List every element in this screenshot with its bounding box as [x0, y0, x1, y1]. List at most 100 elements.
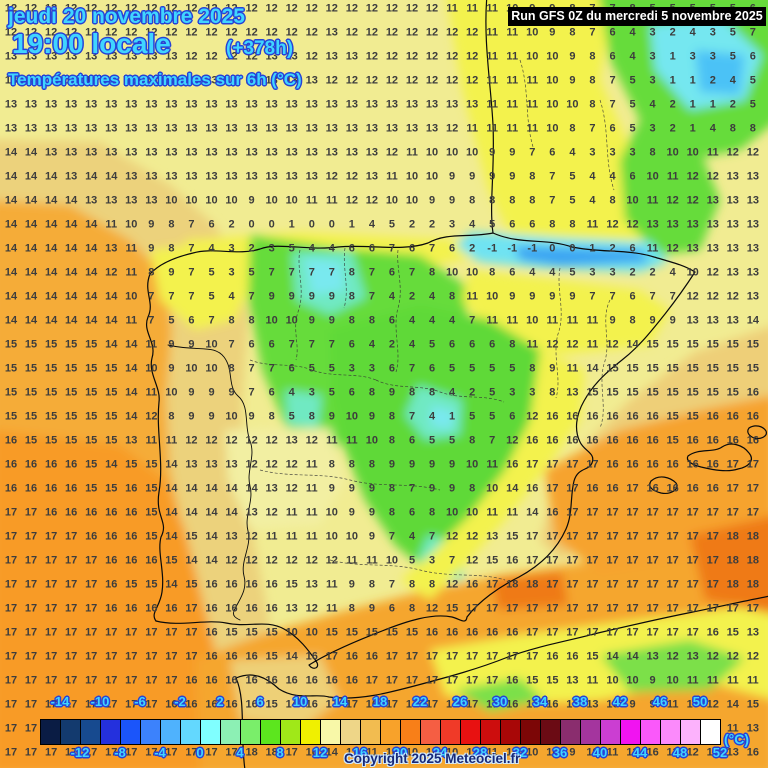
grid-value: 13	[145, 74, 158, 87]
grid-value: 3	[268, 242, 275, 255]
grid-value: 9	[629, 698, 636, 711]
grid-value: 2	[469, 242, 476, 255]
grid-value: 16	[606, 410, 619, 423]
grid-value: 10	[305, 626, 318, 639]
grid-value: 12	[445, 122, 459, 135]
grid-value: 16	[225, 578, 238, 591]
grid-value: 14	[24, 194, 38, 207]
grid-value: 10	[506, 746, 519, 759]
scale-label-bottom: 0	[196, 745, 204, 760]
grid-value: 9	[509, 170, 516, 183]
grid-value: 13	[706, 314, 719, 327]
grid-value: 17	[44, 626, 58, 639]
grid-value: 13	[225, 170, 238, 183]
grid-value: 15	[145, 458, 158, 471]
grid-value: 4	[609, 170, 616, 183]
grid-value: 7	[188, 290, 195, 303]
scale-swatch	[100, 719, 121, 745]
grid-value: 5	[408, 554, 416, 567]
grid-value: 16	[546, 698, 559, 711]
grid-value: 15	[365, 626, 379, 639]
grid-value: 16	[546, 650, 559, 663]
grid-value: 17	[65, 530, 78, 543]
grid-value: 12	[44, 26, 58, 39]
grid-value: 5	[729, 26, 736, 39]
grid-value: 15	[706, 338, 719, 351]
grid-value: 17	[586, 554, 599, 567]
grid-value: 9	[569, 50, 576, 63]
grid-value: 2	[649, 266, 656, 279]
grid-value: 6	[268, 338, 275, 351]
grid-value: 15	[746, 338, 759, 351]
grid-value: 17	[4, 746, 18, 759]
grid-value: 12	[265, 458, 278, 471]
grid-value: 10	[425, 146, 439, 159]
grid-value: 2	[388, 338, 395, 351]
grid-value: 17	[345, 698, 358, 711]
grid-value: 13	[345, 146, 358, 159]
grid-value: 7	[469, 314, 476, 327]
grid-value: 13	[85, 74, 98, 87]
grid-value: 17	[746, 602, 759, 615]
scale-label-top: -6	[134, 694, 146, 709]
grid-value: 11	[506, 50, 519, 63]
grid-value: 16	[225, 674, 238, 687]
grid-value: 15	[546, 674, 559, 687]
grid-value: 16	[245, 650, 258, 663]
grid-value: -1	[527, 242, 538, 255]
grid-value: 16	[245, 674, 258, 687]
grid-value: 9	[308, 314, 315, 327]
grid-value: 12	[466, 74, 479, 87]
grid-value: 13	[285, 146, 298, 159]
grid-value: 17	[105, 650, 118, 663]
grid-value: 14	[85, 314, 98, 327]
grid-value: 15	[265, 650, 278, 663]
grid-value: 13	[686, 218, 699, 231]
grid-value: 17	[706, 530, 719, 543]
grid-value: 9	[649, 674, 656, 687]
grid-value: 8	[268, 410, 275, 423]
grid-value: 17	[24, 650, 38, 663]
grid-value: 14	[586, 362, 599, 375]
grid-value: 13	[205, 74, 218, 87]
grid-value: 17	[24, 626, 38, 639]
grid-value: 14	[65, 218, 78, 231]
grid-value: 11	[105, 218, 118, 231]
grid-value: 7	[228, 338, 235, 351]
grid-value: 17	[4, 506, 18, 519]
grid-value: 17	[606, 578, 619, 591]
grid-value: 2	[669, 26, 676, 39]
grid-value: 14	[65, 290, 78, 303]
grid-value: 15	[445, 602, 459, 615]
grid-value: 9	[489, 170, 496, 183]
grid-value: 17	[526, 698, 539, 711]
grid-value: 13	[165, 98, 178, 111]
grid-value: 17	[646, 554, 659, 567]
grid-value: 12	[385, 26, 399, 39]
scale-swatch	[700, 719, 721, 745]
grid-value: 9	[569, 746, 576, 759]
scale-label-top: 6	[256, 694, 264, 709]
grid-value: 9	[248, 194, 255, 207]
grid-value: 5	[569, 194, 576, 207]
grid-value: 9	[489, 146, 496, 159]
grid-value: 15	[44, 434, 58, 447]
grid-value: 10	[626, 674, 639, 687]
grid-value: 12	[606, 338, 619, 351]
grid-value: 17	[606, 602, 619, 615]
grid-value: 13	[325, 122, 338, 135]
grid-value: 3	[649, 122, 656, 135]
grid-value: 14	[24, 290, 38, 303]
grid-value: 15	[105, 386, 118, 399]
grid-value: 17	[546, 554, 559, 567]
grid-value: 17	[145, 650, 158, 663]
grid-value: 7	[609, 98, 616, 111]
grid-value: 8	[368, 314, 375, 327]
grid-value: 18	[746, 530, 759, 543]
grid-value: 15	[4, 338, 18, 351]
grid-value: 12	[4, 2, 18, 15]
grid-value: 12	[245, 554, 258, 567]
grid-value: 13	[586, 698, 599, 711]
grid-value: 17	[726, 506, 739, 519]
